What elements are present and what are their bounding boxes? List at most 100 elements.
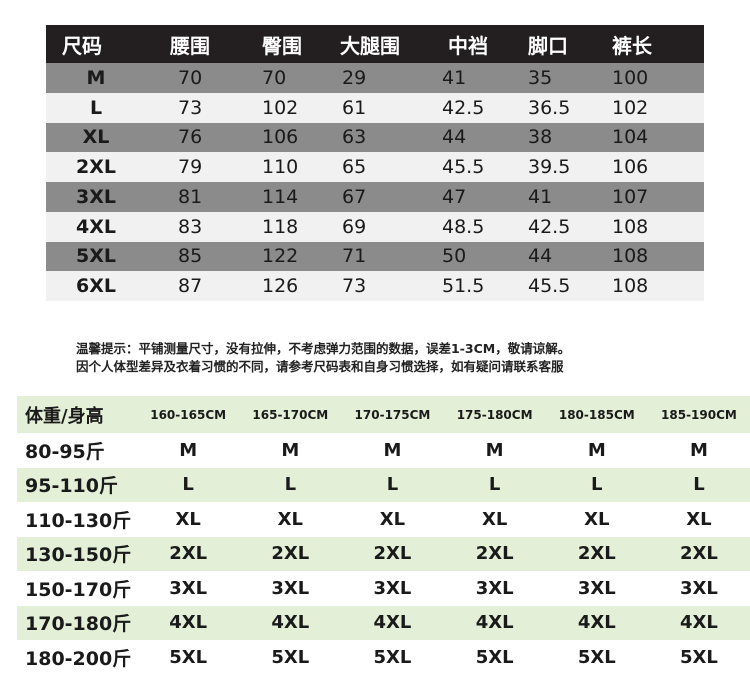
size-chart-header-row: 尺码 腰围 臀围 大腿围 中裆 脚口 裤长	[46, 25, 704, 63]
measurement-value: 63	[342, 126, 367, 149]
recommended-size: 4XL	[373, 612, 412, 634]
measurement-value: 50	[442, 245, 467, 268]
measurement-value: 44	[528, 245, 553, 268]
measurement-value: 73	[178, 96, 203, 119]
recommended-size: M	[587, 439, 606, 461]
recommended-size: 5XL	[271, 646, 310, 668]
measurement-value: 42.5	[442, 96, 485, 119]
height-range: 185-190CM	[661, 407, 737, 422]
height-range: 180-185CM	[558, 407, 635, 422]
header-thigh: 大腿围	[340, 33, 400, 58]
size-label: 4XL	[76, 215, 116, 238]
header-waist: 腰围	[170, 33, 210, 58]
measurement-value: 51.5	[442, 275, 485, 298]
measurement-value: 108	[612, 245, 649, 268]
recommend-row: 110-130斤 XL XL XL XL XL XL	[17, 502, 750, 537]
size-chart-row: 3XL 81 114 67 47 41 107	[46, 182, 704, 212]
measurement-value: 36.5	[528, 96, 571, 119]
weight-range: 130-150斤	[25, 544, 132, 567]
recommended-size: 4XL	[169, 612, 208, 634]
recommended-size: XL	[584, 508, 610, 530]
size-label: 6XL	[76, 275, 116, 298]
recommend-corner-label: 体重/身高	[25, 405, 104, 427]
recommended-size: XL	[481, 508, 508, 530]
measurement-value: 106	[612, 156, 649, 179]
recommended-size: 4XL	[271, 612, 310, 634]
recommended-size: 2XL	[169, 543, 208, 565]
height-range: 170-175CM	[354, 407, 431, 422]
recommended-size: XL	[277, 508, 303, 530]
recommended-size: L	[386, 474, 399, 496]
measurement-value: 73	[342, 275, 367, 298]
recommended-size: 4XL	[680, 612, 718, 634]
measurement-value: 102	[612, 96, 649, 119]
header-hip: 臀围	[262, 33, 302, 58]
measurement-value: 35	[528, 66, 553, 89]
measurement-value: 126	[262, 275, 299, 298]
measurement-value: 71	[342, 245, 367, 268]
header-size: 尺码	[62, 33, 102, 58]
size-notice: 温馨提示：平铺测量尺寸，没有拉伸，不考虑弹力范围的数据，误差1-3CM，敬请谅解…	[76, 340, 716, 376]
measurement-value: 114	[262, 185, 299, 208]
recommended-size: 3XL	[475, 577, 514, 599]
measurement-value: 41	[528, 185, 553, 208]
measurement-value: 106	[262, 126, 299, 149]
size-chart-row: 5XL 85 122 71 50 44 108	[46, 241, 704, 272]
recommended-size: 3XL	[169, 577, 208, 599]
measurement-value: 108	[612, 215, 649, 238]
measurement-value: 70	[262, 66, 287, 89]
recommend-row: 170-180斤 4XL 4XL 4XL 4XL 4XL 4XL	[17, 605, 750, 640]
recommended-size: 5XL	[169, 646, 208, 668]
size-label: 2XL	[76, 156, 116, 179]
measurement-value: 69	[342, 215, 367, 238]
weight-range: 110-130斤	[25, 509, 132, 532]
size-chart-row: 2XL 79 110 65 45.5 39.5 106	[46, 152, 704, 182]
size-label: M	[86, 66, 106, 89]
recommended-size: M	[689, 439, 708, 461]
weight-range: 150-170斤	[25, 578, 132, 601]
recommended-size: 5XL	[475, 646, 514, 668]
measurement-value: 41	[442, 66, 467, 89]
recommend-row: 150-170斤 3XL 3XL 3XL 3XL 3XL 3XL	[17, 571, 750, 606]
recommended-size: 4XL	[577, 612, 616, 634]
recommended-size: L	[591, 474, 603, 496]
measurement-value: 83	[178, 215, 203, 238]
size-chart-table: 尺码 腰围 臀围 大腿围 中裆 脚口 裤长 M 70 70 29 41 35 100 L 73 1…	[46, 25, 704, 301]
size-label: 5XL	[76, 245, 116, 268]
recommended-size: 2XL	[475, 543, 514, 565]
recommended-size: M	[179, 439, 198, 461]
measurement-value: 61	[342, 96, 367, 119]
recommend-row: 180-200斤 5XL 5XL 5XL 5XL 5XL 5XL	[17, 640, 750, 675]
recommended-size: XL	[175, 508, 201, 530]
recommend-row: 95-110斤 L L L L L L	[17, 467, 750, 502]
measurement-value: 48.5	[442, 215, 485, 238]
recommended-size: XL	[686, 508, 712, 530]
size-recommendation-table: 体重/身高 160-165CM 165-170CM 170-175CM 175-…	[17, 396, 750, 686]
recommended-size: 3XL	[680, 577, 718, 599]
height-range: 175-180CM	[456, 407, 533, 422]
size-chart-row: 4XL 83 118 69 48.5 42.5 108	[46, 211, 704, 242]
header-leg-opening: 脚口	[528, 33, 568, 58]
size-label: 3XL	[76, 185, 116, 208]
recommended-size: 2XL	[271, 543, 310, 565]
measurement-value: 39.5	[528, 156, 571, 179]
measurement-value: 47	[442, 185, 467, 208]
weight-range: 170-180斤	[25, 613, 132, 636]
measurement-value: 102	[262, 96, 299, 119]
header-length: 裤长	[612, 33, 652, 58]
measurement-value: 44	[442, 126, 467, 149]
measurement-value: 65	[342, 156, 367, 179]
weight-range: 180-200斤	[25, 647, 132, 670]
measurement-value: 67	[342, 185, 367, 208]
notice-line-1: 温馨提示：平铺测量尺寸，没有拉伸，不考虑弹力范围的数据，误差1-3CM，敬请谅解…	[76, 341, 571, 356]
recommended-size: 3XL	[271, 577, 310, 599]
measurement-value: 38	[528, 126, 553, 149]
measurement-value: 104	[612, 126, 649, 149]
measurement-value: 100	[612, 66, 649, 89]
recommended-size: L	[182, 474, 194, 496]
measurement-value: 29	[342, 66, 367, 89]
measurement-value: 85	[178, 245, 203, 268]
size-label: XL	[82, 126, 110, 149]
recommended-size: 2XL	[577, 543, 616, 565]
recommended-size: 2XL	[373, 543, 412, 565]
